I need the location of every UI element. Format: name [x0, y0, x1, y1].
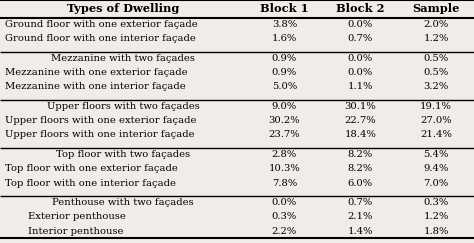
Text: 22.7%: 22.7% — [345, 116, 376, 125]
Text: 5.4%: 5.4% — [423, 150, 449, 159]
Text: 0.9%: 0.9% — [272, 68, 297, 77]
Text: 3.8%: 3.8% — [272, 20, 297, 29]
Text: Interior penthouse: Interior penthouse — [28, 226, 124, 236]
Text: Upper floors with two façades: Upper floors with two façades — [47, 102, 200, 111]
Text: 3.2%: 3.2% — [423, 82, 449, 91]
Text: 0.0%: 0.0% — [347, 68, 373, 77]
Text: 2.8%: 2.8% — [272, 150, 297, 159]
Text: 1.2%: 1.2% — [423, 212, 449, 221]
Text: Exterior penthouse: Exterior penthouse — [28, 212, 126, 221]
Text: 27.0%: 27.0% — [420, 116, 452, 125]
Text: 19.1%: 19.1% — [420, 102, 452, 111]
Text: 1.4%: 1.4% — [347, 226, 373, 236]
Text: 2.1%: 2.1% — [347, 212, 373, 221]
Text: 0.9%: 0.9% — [272, 54, 297, 63]
Text: 1.2%: 1.2% — [423, 35, 449, 43]
Text: 1.6%: 1.6% — [272, 35, 297, 43]
Text: 0.3%: 0.3% — [272, 212, 297, 221]
Text: Mezzanine with two façades: Mezzanine with two façades — [51, 54, 195, 63]
Text: 5.0%: 5.0% — [272, 82, 297, 91]
Text: 18.4%: 18.4% — [344, 130, 376, 139]
Text: Block 2: Block 2 — [336, 3, 384, 14]
Text: 9.4%: 9.4% — [423, 165, 449, 174]
Text: Ground floor with one interior façade: Ground floor with one interior façade — [5, 35, 196, 43]
Text: Top floor with one interior façade: Top floor with one interior façade — [5, 179, 176, 188]
Text: Ground floor with one exterior façade: Ground floor with one exterior façade — [5, 20, 198, 29]
Text: 1.1%: 1.1% — [347, 82, 373, 91]
Text: 0.7%: 0.7% — [347, 198, 373, 207]
Text: 0.0%: 0.0% — [347, 20, 373, 29]
Text: 8.2%: 8.2% — [347, 165, 373, 174]
Text: 23.7%: 23.7% — [269, 130, 300, 139]
Text: 0.5%: 0.5% — [423, 54, 449, 63]
Text: 0.5%: 0.5% — [423, 68, 449, 77]
Text: 6.0%: 6.0% — [347, 179, 373, 188]
Text: 2.0%: 2.0% — [423, 20, 449, 29]
Text: 30.2%: 30.2% — [269, 116, 300, 125]
Text: 7.8%: 7.8% — [272, 179, 297, 188]
Text: 0.0%: 0.0% — [272, 198, 297, 207]
Text: 30.1%: 30.1% — [345, 102, 376, 111]
Text: Top floor with one exterior façade: Top floor with one exterior façade — [5, 165, 178, 174]
Text: 2.2%: 2.2% — [272, 226, 297, 236]
Text: Types of Dwelling: Types of Dwelling — [67, 3, 180, 14]
Text: 9.0%: 9.0% — [272, 102, 297, 111]
Text: Mezzanine with one exterior façade: Mezzanine with one exterior façade — [5, 68, 187, 77]
Text: Block 1: Block 1 — [260, 3, 309, 14]
Text: 0.0%: 0.0% — [347, 54, 373, 63]
Text: 21.4%: 21.4% — [420, 130, 452, 139]
Text: Sample: Sample — [412, 3, 460, 14]
Text: 1.8%: 1.8% — [423, 226, 449, 236]
Text: 8.2%: 8.2% — [347, 150, 373, 159]
Text: Upper floors with one interior façade: Upper floors with one interior façade — [5, 130, 194, 139]
Text: 0.3%: 0.3% — [423, 198, 449, 207]
Text: Top floor with two façades: Top floor with two façades — [56, 150, 190, 159]
Text: 7.0%: 7.0% — [423, 179, 449, 188]
Text: Mezzanine with one interior façade: Mezzanine with one interior façade — [5, 82, 185, 91]
Text: Penthouse with two façades: Penthouse with two façades — [53, 198, 194, 207]
Text: 0.7%: 0.7% — [347, 35, 373, 43]
Text: 10.3%: 10.3% — [269, 165, 300, 174]
Text: Upper floors with one exterior façade: Upper floors with one exterior façade — [5, 116, 196, 125]
